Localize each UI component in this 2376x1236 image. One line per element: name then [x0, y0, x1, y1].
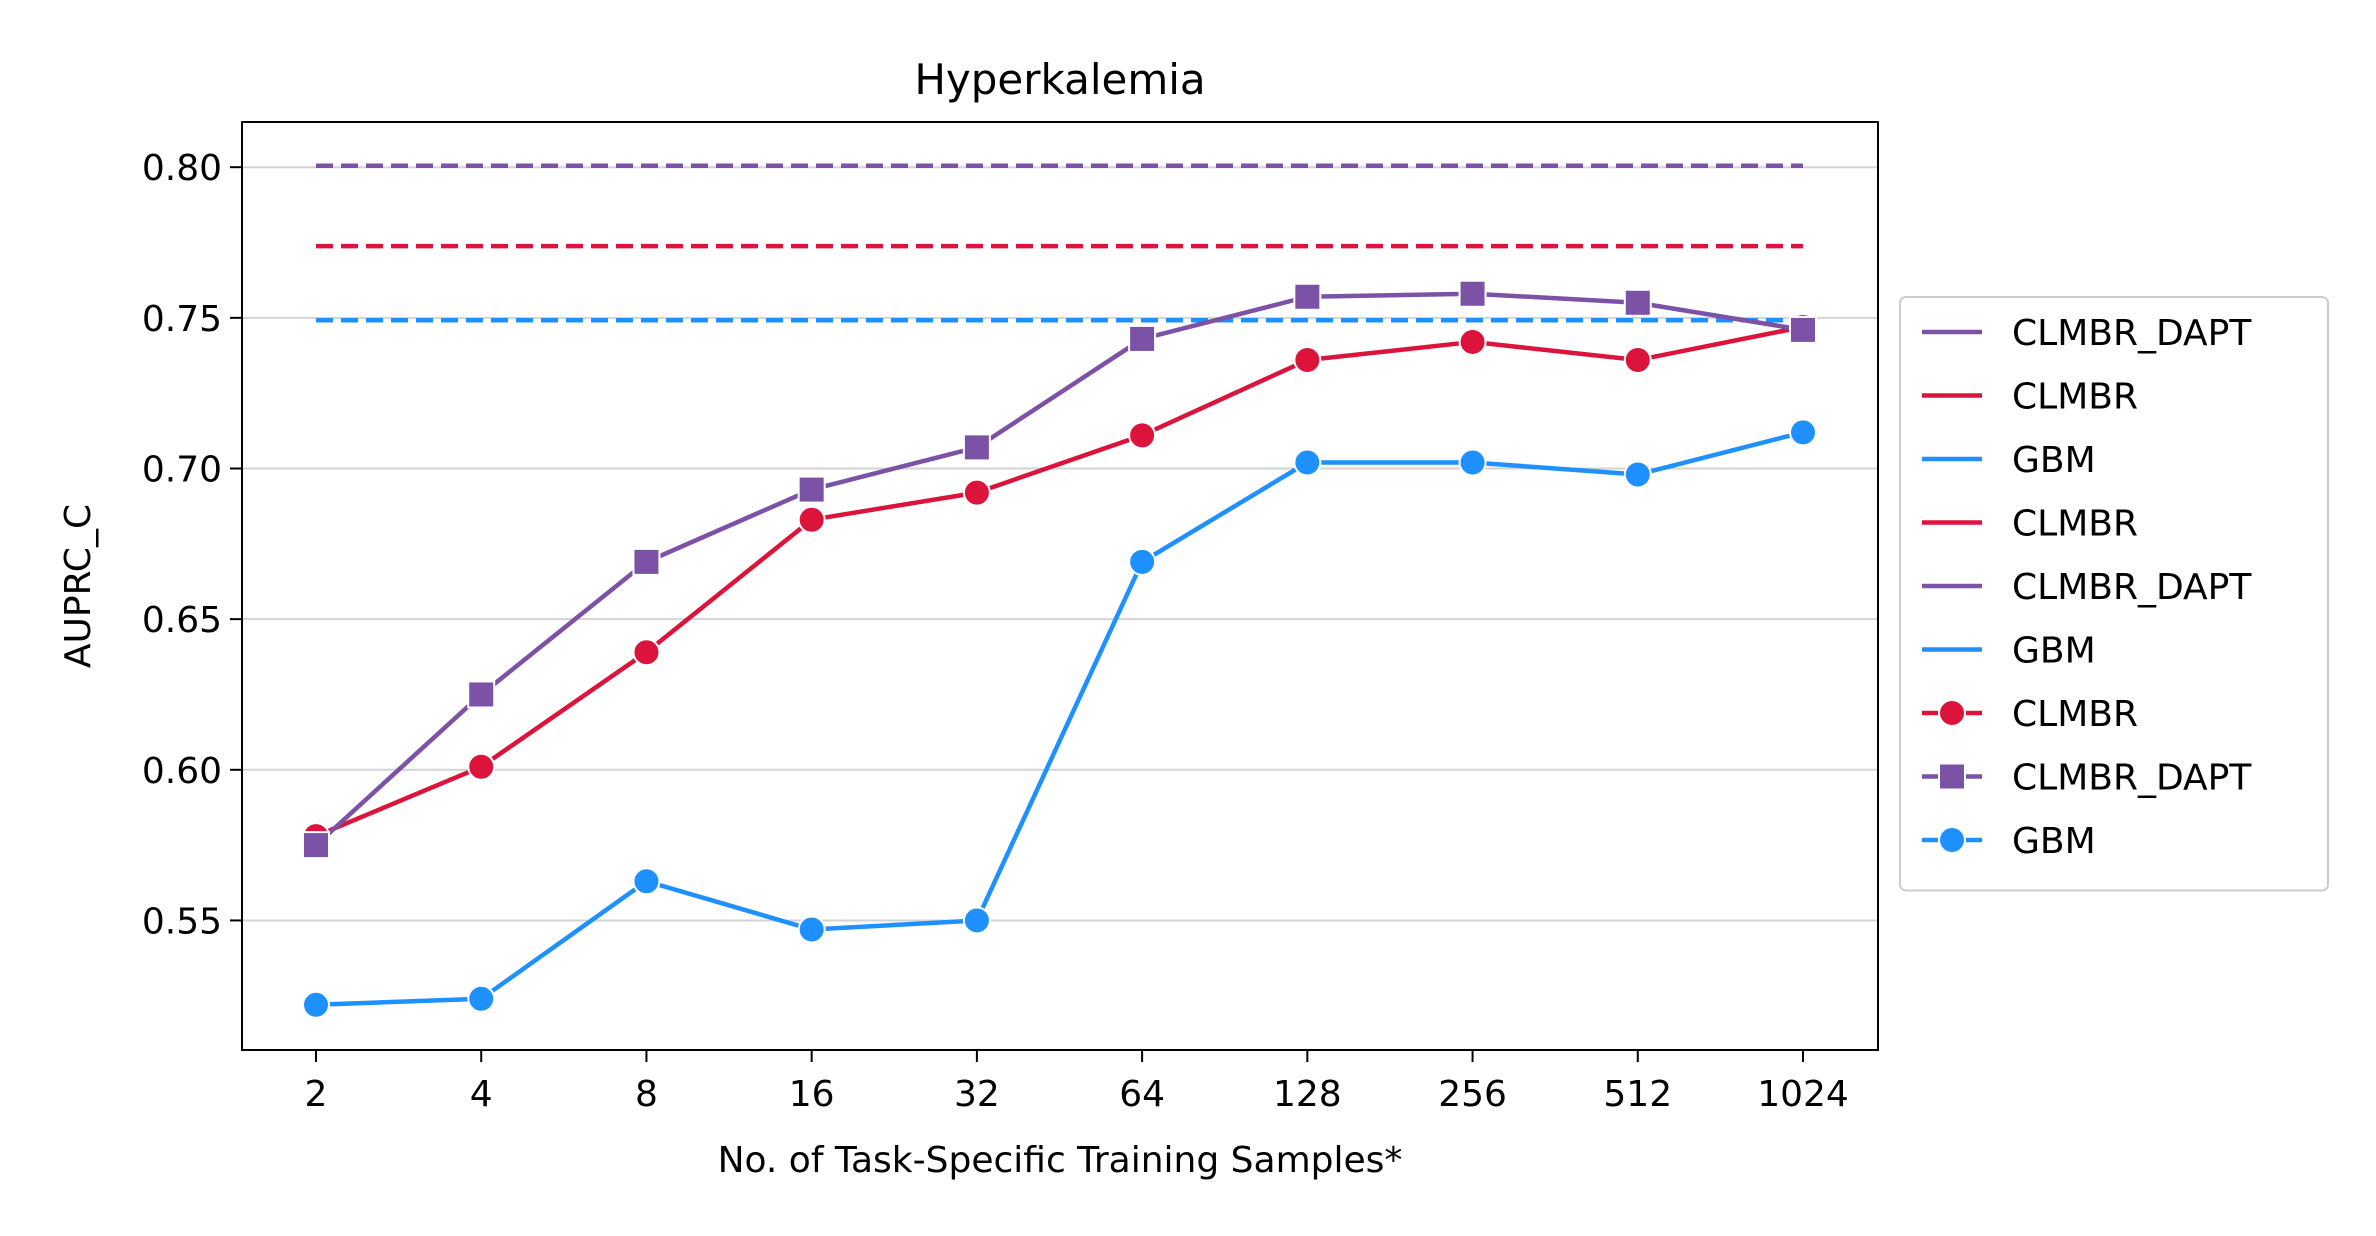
data-point-clmbr-dapt	[1293, 282, 1322, 311]
y-tick-label: 0.60	[142, 751, 222, 792]
data-point-clmbr-dapt	[632, 547, 661, 576]
data-point-gbm	[797, 915, 826, 944]
x-tick-label: 64	[1119, 1074, 1165, 1115]
plot-frame	[241, 121, 1879, 1051]
x-tick-label: 2	[305, 1074, 328, 1115]
data-point-clmbr-dapt	[1623, 288, 1652, 317]
legend: CLMBR_DAPT CLMBR GBM CLMBR CLMBR_DAPT GBM CLMB…	[1899, 296, 2329, 892]
axes: 0.55 0.60 0.65 0.70 0.75 0.80 2 4 8 16 32 64 128 256 5…	[142, 148, 1849, 1115]
x-tick-label: 8	[635, 1074, 658, 1115]
data-point-gbm	[632, 867, 661, 896]
data-point-clmbr	[1293, 346, 1322, 375]
legend-label: CLMBR	[2012, 694, 2138, 735]
y-tick-label: 0.75	[142, 299, 222, 340]
series-line-clmbr	[315, 324, 1804, 839]
data-point-gbm	[962, 906, 991, 935]
legend-marker-clmbr-dapt	[1938, 762, 1966, 791]
data-point-clmbr	[632, 638, 661, 667]
x-tick-label: 512	[1603, 1074, 1672, 1115]
data-point-clmbr-dapt	[1128, 324, 1157, 353]
y-tick-label: 0.65	[142, 600, 222, 641]
data-point-gbm	[1293, 448, 1322, 477]
data-point-clmbr-dapt	[1458, 279, 1487, 308]
data-point-clmbr-dapt	[302, 831, 330, 860]
legend-label: CLMBR_DAPT	[2012, 758, 2252, 799]
chart-title: Hyperkalemia	[914, 55, 1205, 104]
data-point-gbm	[1623, 460, 1652, 489]
legend-marker-gbm	[1938, 826, 1966, 854]
x-tick-label: 4	[470, 1074, 493, 1115]
y-axis-title: AUPRC_C	[58, 504, 99, 668]
data-point-clmbr-dapt	[1789, 315, 1817, 344]
data-point-clmbr	[797, 505, 826, 534]
legend-label: GBM	[2012, 440, 2096, 481]
x-tick-label: 1024	[1757, 1074, 1849, 1115]
y-tick-label: 0.80	[142, 148, 222, 189]
legend-label: CLMBR	[2012, 377, 2138, 418]
data-point-clmbr	[1458, 327, 1487, 356]
data-point-gbm	[1458, 448, 1487, 477]
x-axis-title: No. of Task-Specific Training Samples*	[718, 1140, 1403, 1181]
data-point-gbm	[467, 984, 496, 1013]
legend-label: GBM	[2012, 821, 2096, 862]
data-point-gbm	[302, 990, 330, 1019]
legend-box	[1899, 296, 2329, 892]
data-point-clmbr-dapt	[467, 680, 496, 709]
y-tick-label: 0.70	[142, 449, 222, 490]
reference-lines	[316, 163, 1803, 323]
data-point-clmbr	[1623, 346, 1652, 375]
data-point-clmbr	[962, 478, 991, 507]
series-line-gbm	[315, 430, 1804, 1008]
x-tick-label: 16	[789, 1074, 835, 1115]
data-point-clmbr	[1128, 421, 1157, 450]
data-point-gbm	[1128, 547, 1157, 576]
legend-label: CLMBR	[2012, 504, 2138, 545]
legend-marker-clmbr	[1938, 699, 1966, 727]
data-point-clmbr	[467, 752, 496, 781]
legend-label: GBM	[2012, 631, 2096, 672]
data-point-clmbr-dapt	[797, 475, 826, 504]
data-point-clmbr-dapt	[962, 433, 991, 462]
series-line-clmbr-dapt	[314, 291, 1804, 847]
data-point-gbm	[1789, 418, 1817, 447]
x-tick-label: 256	[1438, 1074, 1507, 1115]
legend-label: CLMBR_DAPT	[2012, 313, 2252, 354]
x-tick-label: 32	[954, 1074, 1000, 1115]
data-series	[302, 279, 1817, 1019]
legend-label: CLMBR_DAPT	[2012, 567, 2252, 608]
x-tick-label: 128	[1273, 1074, 1342, 1115]
y-tick-label: 0.55	[142, 901, 222, 942]
